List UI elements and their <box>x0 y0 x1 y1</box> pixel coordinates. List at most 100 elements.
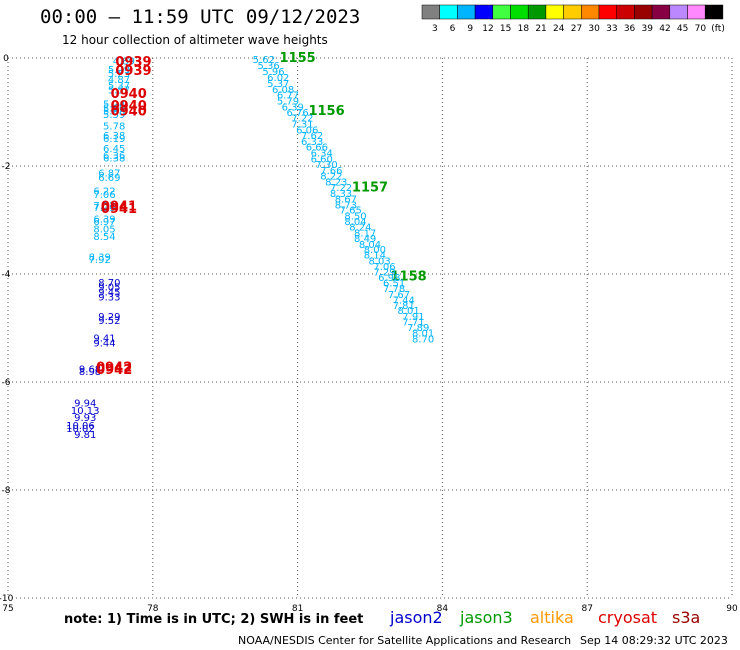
data-point-saral: 5.62 <box>253 55 275 66</box>
data-point-saral: 7.92 <box>89 255 111 266</box>
data-point-saral: 6.97 <box>93 217 115 228</box>
data-point-saral: 7.89 <box>407 323 429 334</box>
colorbar-swatch <box>510 4 529 20</box>
data-point-jason2: 9.05 <box>98 282 120 293</box>
data-point-saral: 5.58 <box>103 106 125 117</box>
colorbar-label: 33 <box>606 24 617 34</box>
colorbar-label: 42 <box>659 24 670 34</box>
data-point-saral: 8.22 <box>320 172 342 183</box>
data-point-saral: 8.04 <box>344 217 366 228</box>
data-point-cryosat: 0940 <box>111 104 147 119</box>
colorbar-swatch <box>651 4 671 20</box>
colorbar-swatch <box>634 4 653 20</box>
data-point-saral: 8.67 <box>335 194 357 205</box>
data-point-cryosat: 0940 <box>111 99 147 114</box>
data-point-saral: 6.77 <box>277 91 299 102</box>
colorbar-swatch <box>669 4 688 20</box>
data-point-cryosat: 0939 <box>115 55 151 70</box>
colorbar-swatch <box>545 4 564 20</box>
data-point-saral: 6.02 <box>267 73 289 84</box>
data-point-cryosat: 0942 <box>96 363 132 378</box>
colorbar-label: 12 <box>482 24 493 34</box>
data-point-saral: 7.52 <box>93 201 115 212</box>
data-point-saral: 5.79 <box>277 97 299 108</box>
footer-timestamp: Sep 14 08:29:32 UTC 2023 <box>580 634 728 647</box>
colorbar-swatch <box>563 4 582 20</box>
data-point-saral: 6.51 <box>383 279 405 290</box>
x-tick-label: 75 <box>2 604 13 614</box>
y-tick-label: -4 <box>2 270 11 280</box>
data-point-saral: 6.22 <box>93 186 115 197</box>
data-point-saral: 6.33 <box>301 137 323 148</box>
data-point-saral: 7.30 <box>315 160 337 171</box>
data-point-saral: 6.36 <box>103 151 125 162</box>
colorbar-label: 21 <box>535 24 546 34</box>
data-point-saral: 6.98 <box>378 273 400 284</box>
data-point-saral: 5.96 <box>262 67 284 78</box>
data-point-saral: 7.22 <box>291 113 313 124</box>
colorbar-label: 9 <box>467 24 473 34</box>
colorbar-label: (ft) <box>711 24 725 34</box>
data-point-saral: 7.44 <box>393 295 415 306</box>
data-point-saral: 5.37 <box>267 79 289 90</box>
data-point-jason2: 9.81 <box>74 430 96 441</box>
y-tick-label: -10 <box>0 594 14 604</box>
data-point-jason2: 8.70 <box>98 278 120 289</box>
data-point-cryosat: 0942 <box>96 360 132 375</box>
data-point-saral: 7.81 <box>393 301 415 312</box>
legend-jason3: jason3 <box>460 608 513 627</box>
data-point-cryosat: 0940 <box>111 87 147 102</box>
chart-title: 00:00 – 11:59 UTC 09/12/2023 <box>40 6 361 28</box>
note-text: note: 1) Time is in UTC; 2) SWH is in fe… <box>64 612 364 627</box>
colorbar-label: 39 <box>642 24 654 34</box>
colorbar-swatch <box>457 4 476 20</box>
data-point-saral: 8.04 <box>359 240 381 251</box>
data-point-saral: 6.69 <box>98 173 120 184</box>
legend-cryosat: cryosat <box>598 608 658 627</box>
colorbar-label: 24 <box>553 24 565 34</box>
data-point-saral: 8.49 <box>354 234 376 245</box>
data-point-saral: 6.39 <box>282 103 304 114</box>
data-point-saral: 7.62 <box>301 131 323 142</box>
data-point-jason3: 1155 <box>280 51 316 66</box>
data-point-saral: 7.06 <box>93 190 115 201</box>
y-tick-label: 0 <box>3 54 9 64</box>
colorbar-label: 30 <box>588 24 600 34</box>
colorbar-swatch <box>492 4 511 20</box>
data-point-saral: 6.76 <box>286 108 308 119</box>
data-point-saral: 7.71 <box>402 318 424 329</box>
colorbar-swatch <box>421 4 440 20</box>
data-point-jason2: 9.44 <box>93 339 115 350</box>
colorbar-label: 70 <box>695 24 707 34</box>
colorbar-swatch <box>527 4 547 20</box>
colorbar-swatch <box>474 4 494 20</box>
data-point-saral: 8.05 <box>93 225 115 236</box>
data-point-saral: 8.54 <box>93 232 115 243</box>
data-point-saral: 4.87 <box>108 75 130 86</box>
data-point-saral: 8.39 <box>89 253 111 264</box>
y-tick-label: -6 <box>2 378 11 388</box>
colorbar-swatch <box>616 4 635 20</box>
colorbar-swatch <box>439 4 458 20</box>
data-point-saral: 8.03 <box>369 257 391 268</box>
data-point-jason2: 10.13 <box>71 406 100 417</box>
data-point-saral: 5.37 <box>108 81 130 92</box>
data-point-saral: 6.39 <box>93 214 115 225</box>
colorbar-label: 36 <box>624 24 636 34</box>
data-point-saral: 8.33 <box>330 189 352 200</box>
data-point-jason2: 9.29 <box>98 312 120 323</box>
legend-altika: altika <box>530 608 574 627</box>
data-point-cryosat: 0941 <box>101 202 137 217</box>
data-point-saral: 8.14 <box>364 251 386 262</box>
data-point-jason2: 9.33 <box>98 293 120 304</box>
data-point-saral: 6.19 <box>103 134 125 145</box>
data-point-jason2: 10.02 <box>66 424 95 435</box>
x-tick-label: 81 <box>292 604 303 614</box>
data-point-cryosat: 0939 <box>115 64 151 79</box>
colorbar-swatch <box>581 4 600 20</box>
data-point-jason3: 1156 <box>308 104 344 119</box>
data-point-jason3: 1158 <box>391 270 427 285</box>
colorbar-swatch <box>704 4 724 20</box>
data-point-saral: 8.70 <box>412 334 434 345</box>
